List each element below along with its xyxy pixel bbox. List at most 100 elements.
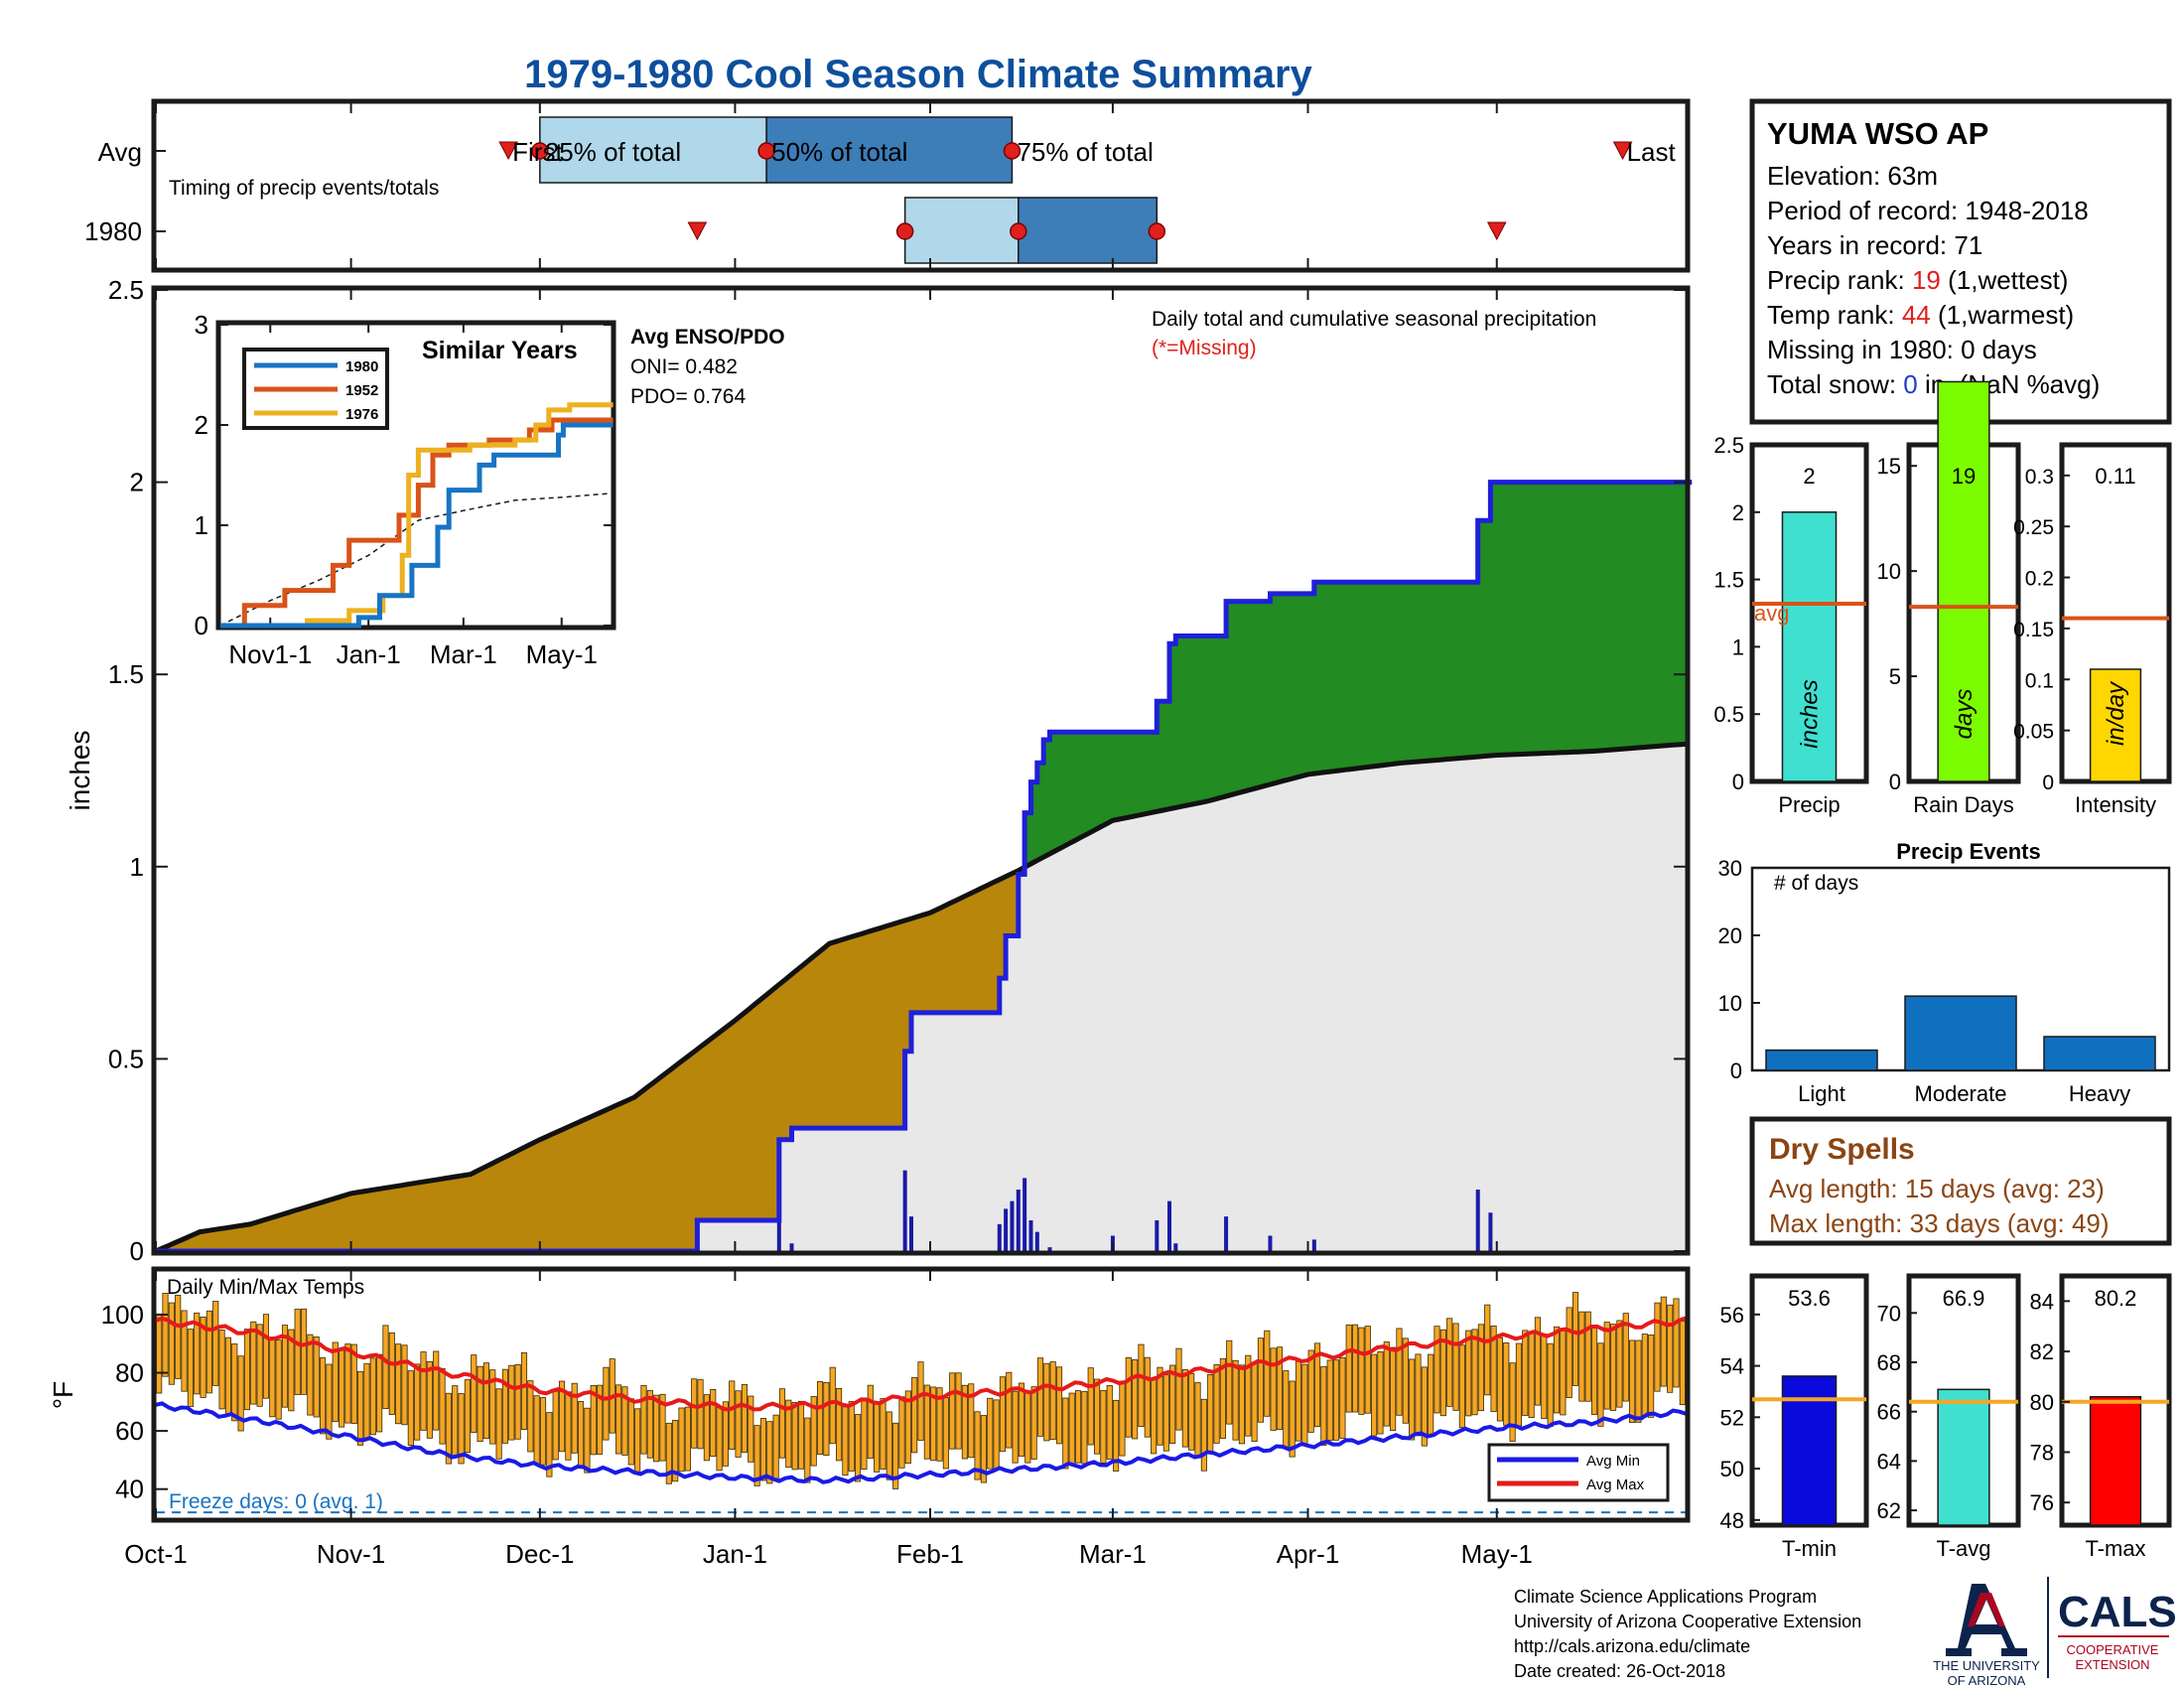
daily-temp-bar-35 [376, 1353, 383, 1433]
daily-temp-bar-43 [426, 1360, 433, 1439]
daily-temp-bar-26 [319, 1357, 327, 1435]
station-period: Period of record: 1948-2018 [1767, 196, 2089, 225]
daily-temp-bar-206 [1452, 1323, 1459, 1411]
main-ytick-label-0: 0 [130, 1236, 144, 1266]
daily-temp-bar-165 [1194, 1382, 1201, 1459]
daily-temp-bar-146 [1074, 1390, 1082, 1464]
daily-temp-bar-99 [778, 1388, 786, 1459]
intensity-ytick-label-6: 0.3 [2025, 466, 2054, 489]
daily-temp-bar-149 [1093, 1378, 1101, 1455]
inset-series-1980 [220, 422, 614, 629]
temp-ytick-label-0: 40 [115, 1475, 144, 1504]
daily-temp-bar-201 [1421, 1366, 1428, 1447]
daily-temp-bar-139 [1030, 1386, 1037, 1460]
daily-temp-bar-138 [1024, 1390, 1031, 1464]
daily-temp-bar-75 [627, 1398, 634, 1466]
daily-temp-bar-137 [1018, 1382, 1025, 1457]
daily-temp-bar-125 [942, 1396, 949, 1470]
daily-temp-bar-76 [634, 1408, 641, 1474]
daily-temp-bar-215 [1509, 1362, 1516, 1442]
daily-temp-bar-184 [1313, 1342, 1321, 1428]
daily-precip-bar-7 [1010, 1200, 1015, 1251]
daily-temp-bar-157 [1144, 1356, 1151, 1438]
station-frame [1749, 98, 2172, 425]
daily-temp-bar-196 [1390, 1346, 1397, 1431]
daily-temp-bar-60 [533, 1395, 540, 1465]
daily-temp-bar-0 [156, 1314, 163, 1394]
daily-temp-bar-102 [797, 1400, 805, 1470]
timing-panel: Avg 1980 Timing of precip events/totals … [84, 98, 1691, 273]
daily-temp-bar-181 [1295, 1360, 1302, 1442]
cals-sub-line2: EXTENSION [2075, 1657, 2149, 1672]
daily-temp-bar-69 [590, 1385, 597, 1456]
timing-avg-25-marker [531, 142, 549, 160]
tmin-ytick-label-0: 48 [1720, 1508, 1744, 1533]
dry-spells-title: Dry Spells [1769, 1133, 1915, 1166]
daily-temp-bar-85 [691, 1378, 698, 1449]
daily-temp-bar-29 [339, 1348, 345, 1428]
rain-days-unit-label: days [1951, 689, 1978, 740]
xaxis-label-0: Oct-1 [124, 1539, 188, 1569]
precip-events-xlabel-light: Light [1798, 1081, 1845, 1106]
legend-label-1976: 1976 [345, 406, 378, 423]
daily-temp-bar-173 [1245, 1354, 1252, 1437]
daily-temp-bar-39 [401, 1344, 408, 1426]
daily-temp-bar-198 [1402, 1337, 1409, 1424]
daily-temp-bar-205 [1446, 1318, 1453, 1407]
timing-1980-last-marker [1486, 221, 1507, 241]
daily-temp-bar-150 [1100, 1389, 1107, 1464]
daily-temp-bar-140 [1036, 1357, 1044, 1437]
daily-temp-bar-28 [332, 1341, 339, 1423]
daily-temp-bar-188 [1339, 1356, 1346, 1439]
daily-temp-bar-197 [1396, 1328, 1403, 1416]
daily-temp-bar-51 [477, 1365, 483, 1443]
daily-temp-bar-122 [923, 1384, 930, 1460]
daily-temp-bar-48 [458, 1393, 465, 1465]
daily-temp-bar-192 [1364, 1326, 1371, 1414]
daily-temp-bar-222 [1553, 1326, 1561, 1414]
daily-precip-bar-19 [1311, 1239, 1316, 1251]
rain-days-ytick-label-3: 15 [1877, 454, 1901, 479]
page-title: 1979-1980 Cool Season Climate Summary [524, 53, 1312, 96]
daily-temp-bar-52 [482, 1362, 490, 1440]
daily-temp-bar-164 [1188, 1372, 1195, 1451]
precip-events-ylabel: # of days [1774, 872, 1858, 895]
daily-temp-bar-41 [414, 1363, 421, 1441]
daily-temp-bar-54 [495, 1388, 502, 1460]
tmin-ytick-label-1: 50 [1720, 1457, 1744, 1481]
xaxis-label-4: Feb-1 [896, 1539, 964, 1569]
daily-temp-bar-219 [1534, 1317, 1542, 1406]
inset-xtick-label-2: Mar-1 [430, 639, 497, 669]
daily-temp-bar-78 [646, 1390, 653, 1459]
dry-spells-avg-length: Avg length: 15 days (avg: 23) [1769, 1174, 2105, 1203]
inset-title: Similar Years [422, 337, 578, 364]
daily-precip-bar-18 [1268, 1235, 1273, 1251]
daily-precip-bar-14 [1155, 1220, 1160, 1251]
daily-temp-bar-126 [949, 1372, 956, 1450]
daily-temp-bar-187 [1332, 1359, 1340, 1441]
below-average-deficit-area [156, 869, 1025, 1251]
temp-ytick-label-2: 80 [115, 1358, 144, 1388]
daily-temp-bar-22 [294, 1309, 301, 1395]
daily-temp-bar-94 [748, 1395, 754, 1463]
daily-temp-bar-87 [703, 1394, 710, 1462]
daily-temp-bar-81 [665, 1422, 672, 1484]
xaxis-label-6: Apr-1 [1277, 1539, 1340, 1569]
precip-ytick-label-3: 1.5 [1713, 568, 1744, 593]
daily-precip-bar-8 [1016, 1190, 1021, 1251]
tavg-ytick-label-1: 64 [1877, 1449, 1901, 1474]
daily-temp-bar-172 [1238, 1364, 1245, 1445]
xaxis-label-1: Nov-1 [317, 1539, 385, 1569]
daily-temp-bar-42 [420, 1351, 427, 1431]
dry-spells-box: Dry Spells Avg length: 15 days (avg: 23)… [1749, 1116, 2172, 1246]
main-ytick-label-1: 0.5 [108, 1044, 144, 1073]
daily-temp-bar-224 [1566, 1307, 1572, 1398]
precip-ytick-label-5: 2.5 [1713, 433, 1744, 458]
daily-temp-bar-108 [835, 1388, 843, 1462]
daily-precip-bar-10 [1028, 1220, 1033, 1251]
xaxis-label-7: May-1 [1461, 1539, 1533, 1569]
daily-temp-bar-156 [1138, 1343, 1145, 1428]
daily-temp-bar-151 [1106, 1384, 1113, 1460]
tavg-ytick-label-2: 66 [1877, 1400, 1901, 1425]
daily-temp-bar-34 [369, 1357, 376, 1436]
